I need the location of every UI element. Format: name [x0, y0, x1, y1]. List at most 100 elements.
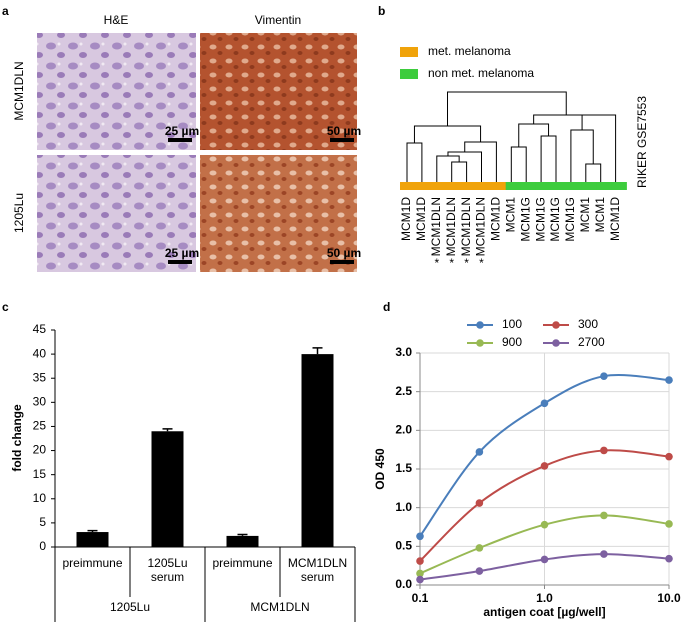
legend-swatch [400, 69, 418, 79]
error-bar [237, 533, 248, 536]
x-tick-label: 10.0 [657, 591, 681, 605]
error-bar [312, 347, 323, 355]
column-title: H&E [104, 13, 129, 27]
bar [226, 535, 259, 547]
point [600, 550, 608, 558]
y-tick-label: 2.0 [395, 423, 412, 437]
leaf-label: MCM1G [563, 197, 577, 242]
leaf-color [596, 182, 612, 190]
y-tick-label: 20 [33, 443, 47, 457]
dendrogram-branch [585, 163, 602, 182]
leaf-color [445, 182, 461, 190]
y-tick-label: 0 [39, 539, 46, 553]
leaf-marker: * [449, 256, 454, 270]
y-axis-label: fold change [10, 404, 24, 472]
y-tick-label: 35 [33, 370, 47, 384]
leaf-label: MCM1G [518, 197, 532, 242]
point [600, 372, 608, 381]
dendrogram-branch [540, 135, 557, 182]
scale-bar-label: 50 µm [327, 124, 361, 138]
scale-bar [330, 138, 354, 142]
dendrogram-branch [436, 155, 460, 182]
leaf-label: MCM1 [578, 197, 592, 233]
dendrogram-branch [406, 142, 423, 182]
leaf-label: MCM1D [414, 197, 428, 241]
x-axis-label: antigen coat [µg/well] [483, 605, 605, 619]
legend-label: 300 [578, 317, 598, 331]
legend-label: 2700 [578, 335, 605, 349]
error-bar [162, 428, 173, 432]
leaf-marker: * [479, 256, 484, 270]
dendrogram-branch [464, 141, 497, 182]
legend-label: 900 [502, 335, 522, 349]
legend-marker [476, 339, 484, 347]
leaf-color [611, 182, 627, 190]
dendrogram-branch [451, 161, 468, 182]
point [540, 555, 549, 564]
scale-bar-label: 25 µm [165, 124, 199, 138]
leaf-color [581, 182, 597, 190]
leaf-color [535, 182, 552, 190]
point [475, 567, 484, 575]
leaf-label: MCM1 [593, 197, 607, 233]
group-label: MCM1DLN [250, 600, 309, 614]
leaf-color [490, 182, 507, 190]
y-tick-label: 1.0 [395, 500, 412, 514]
scale-bar-label: 50 µm [327, 246, 361, 260]
leaf-label: MCM1G [548, 197, 562, 242]
y-tick-label: 45 [33, 322, 47, 336]
y-tick-label: 1.5 [395, 461, 412, 475]
x-tick-label: 0.1 [412, 591, 429, 605]
leaf-label: MCM1DLN [474, 197, 488, 256]
scale-bar [168, 260, 192, 264]
leaf-color [430, 182, 446, 190]
y-tick-label: 5 [39, 515, 46, 529]
point [600, 511, 608, 520]
column-title: Vimentin [255, 13, 301, 27]
leaf-color [551, 182, 567, 190]
point [665, 520, 673, 528]
vimentin-image [200, 155, 357, 272]
he-image [37, 155, 196, 272]
legend-swatch [400, 47, 418, 57]
bar [151, 431, 184, 547]
leaf-color [460, 182, 476, 190]
dendrogram-branch [447, 91, 567, 126]
panel-label: c [2, 300, 9, 314]
leaf-label: MCM1DLN [459, 197, 473, 256]
y-axis-label: OD 450 [373, 448, 387, 490]
dendrogram-branch [570, 129, 594, 182]
x-tick-label: 1205Lu serum [147, 556, 188, 584]
point [416, 557, 424, 565]
point [416, 569, 424, 578]
leaf-color [400, 182, 416, 190]
x-tick-label-box: MCM1DLN serum [288, 556, 347, 584]
row-label: MCM1DLN [12, 61, 26, 120]
x-tick-label-box: 1205Lu serum [147, 556, 188, 584]
point [475, 499, 484, 507]
leaf-label: MCM1D [489, 197, 503, 241]
group-label: 1205Lu [110, 600, 150, 614]
point [665, 376, 673, 384]
scale-bar-label: 25 µm [165, 246, 199, 260]
leaf-label: MCM1G [533, 197, 547, 242]
x-tick-label: preimmune [212, 556, 273, 570]
row-label: 1205Lu [12, 193, 26, 233]
point [540, 462, 549, 470]
leaf-color [415, 182, 431, 190]
y-tick-label: 0.0 [395, 577, 412, 591]
legend-label: non met. melanoma [428, 66, 534, 80]
dendrogram-branch [510, 146, 527, 182]
point [416, 532, 424, 541]
y-tick-label: 25 [33, 419, 47, 433]
legend-marker [552, 339, 560, 347]
leaf-marker: * [464, 256, 469, 270]
y-tick-label: 3.0 [395, 345, 412, 359]
x-tick-label-box: preimmune [212, 556, 273, 570]
x-tick-label: 1.0 [536, 591, 553, 605]
leaf-label: MCM1DLN [429, 197, 443, 256]
legend-marker [552, 321, 560, 329]
panel-label: a [2, 4, 9, 18]
legend-label: met. melanoma [428, 44, 511, 58]
